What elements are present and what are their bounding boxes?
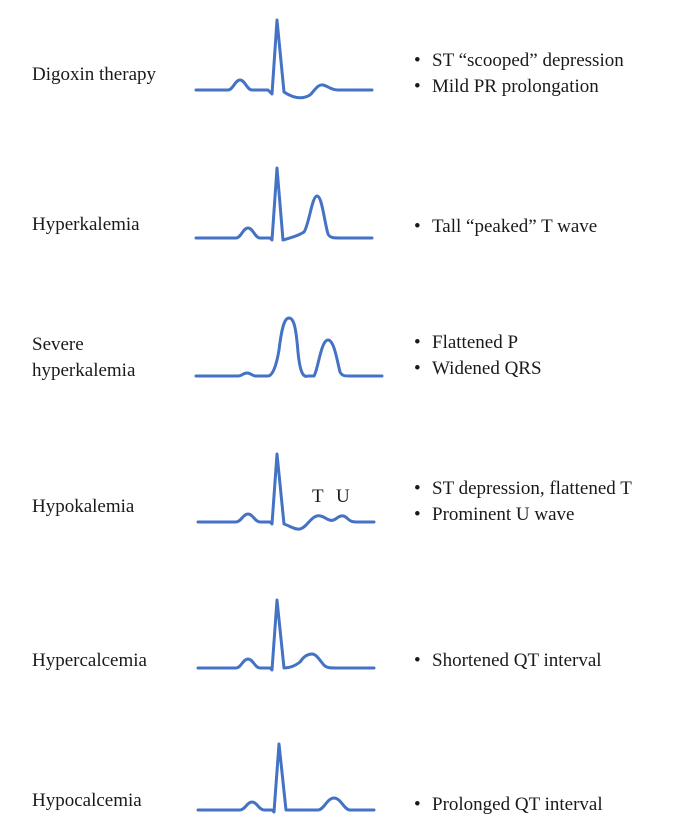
bullet-glyph: •	[414, 478, 421, 499]
finding-text: ST “scooped” depression	[432, 50, 624, 71]
bullet-glyph: •	[414, 358, 421, 379]
bullet-glyph: •	[414, 50, 421, 71]
finding-item: • Shortened QT interval	[414, 648, 602, 674]
ecg-waveform-hypokalemia	[196, 452, 376, 531]
findings-list: • Tall “peaked” T wave	[414, 214, 597, 240]
finding-item: • ST depression, flattened T	[414, 476, 632, 502]
ecg-waveform-hyperkalemia	[194, 166, 374, 242]
finding-item: • Tall “peaked” T wave	[414, 214, 597, 240]
finding-item: • Mild PR prolongation	[414, 74, 624, 100]
row-hypokalemia: Hypokalemia T U • ST depression, flattene…	[0, 430, 700, 570]
findings-list: • Flattened P • Widened QRS	[414, 330, 542, 382]
ecg-waveform-digoxin	[194, 18, 374, 100]
finding-text: ST depression, flattened T	[432, 478, 632, 499]
row-hypercalcemia: Hypercalcemia • Shortened QT interval	[0, 570, 700, 710]
finding-text: Flattened P	[432, 332, 519, 353]
bullet-glyph: •	[414, 76, 421, 97]
condition-label: Hypercalcemia	[32, 648, 147, 674]
finding-item: • Widened QRS	[414, 356, 542, 382]
ecg-waveform-hypocalcemia	[196, 742, 376, 814]
findings-list: • Prolonged QT interval	[414, 792, 603, 818]
ecg-waveform-severe-hyperkalemia	[194, 316, 384, 378]
condition-label-line: Hypokalemia	[32, 496, 135, 517]
bullet-glyph: •	[414, 332, 421, 353]
condition-label: Severe hyperkalemia	[32, 332, 135, 384]
t-wave-annotation: T	[312, 486, 324, 507]
finding-text: Mild PR prolongation	[432, 76, 599, 97]
finding-text: Prolonged QT interval	[432, 794, 603, 815]
findings-list: • ST depression, flattened T • Prominent U…	[414, 476, 632, 528]
ecg-waveform-hypercalcemia	[196, 598, 376, 672]
condition-label-line: hyperkalemia	[32, 360, 136, 381]
bullet-glyph: •	[414, 216, 421, 237]
finding-item: • Prominent U wave	[414, 502, 632, 528]
condition-label-line: Hypocalcemia	[32, 790, 142, 811]
row-hyperkalemia: Hyperkalemia • Tall “peaked” T wave	[0, 140, 700, 280]
row-severe-hyperkalemia: Severe hyperkalemia • Flattened P • Widene…	[0, 280, 700, 430]
bullet-glyph: •	[414, 504, 421, 525]
finding-text: Tall “peaked” T wave	[432, 216, 598, 237]
u-wave-annotation: U	[336, 486, 350, 507]
finding-item: • Prolonged QT interval	[414, 792, 603, 818]
condition-label-line: Hyperkalemia	[32, 214, 140, 235]
condition-label: Digoxin therapy	[32, 62, 156, 88]
finding-text: Prominent U wave	[432, 504, 575, 525]
finding-item: • Flattened P	[414, 330, 542, 356]
condition-label: Hypocalcemia	[32, 788, 142, 814]
finding-text: Widened QRS	[432, 358, 542, 379]
findings-list: • ST “scooped” depression • Mild PR prolon…	[414, 48, 624, 100]
finding-text: Shortened QT interval	[432, 650, 602, 671]
condition-label-line: Severe	[32, 334, 84, 355]
bullet-glyph: •	[414, 650, 421, 671]
row-digoxin: Digoxin therapy • ST “scooped” depression…	[0, 0, 700, 140]
condition-label-line: Hypercalcemia	[32, 650, 147, 671]
finding-item: • ST “scooped” depression	[414, 48, 624, 74]
bullet-glyph: •	[414, 794, 421, 815]
condition-label: Hypokalemia	[32, 494, 134, 520]
condition-label-line: Digoxin therapy	[32, 64, 157, 85]
row-hypocalcemia: Hypocalcemia • Prolonged QT interval	[0, 710, 700, 840]
findings-list: • Shortened QT interval	[414, 648, 602, 674]
condition-label: Hyperkalemia	[32, 212, 140, 238]
